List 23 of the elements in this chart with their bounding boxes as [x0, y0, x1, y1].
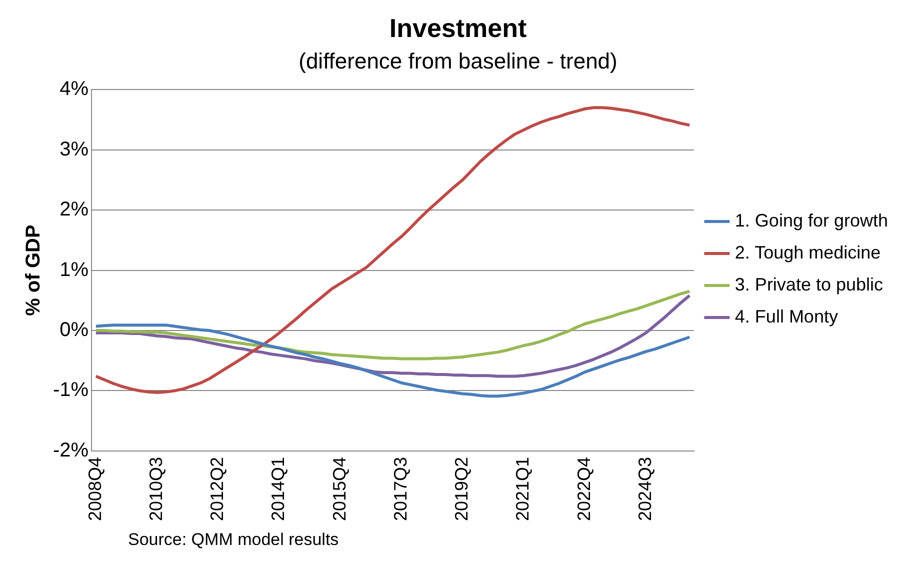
y-tick-label: 4% [60, 78, 89, 100]
source-note: Source: QMM model results [128, 530, 339, 550]
y-tick-label: 1% [60, 258, 89, 281]
x-tick-label: 2019Q2 [452, 456, 472, 522]
x-tick-label: 2014Q1 [268, 456, 288, 522]
y-tick-label: -1% [52, 379, 89, 402]
legend-label: 3. Private to public [734, 274, 883, 294]
x-tick-label: 2024Q3 [634, 456, 655, 522]
chart-title: Investment [389, 12, 527, 43]
y-tick-label: 0% [60, 319, 89, 342]
y-axis-title: % of GDP [22, 224, 45, 316]
x-tick-label: 2021Q1 [512, 456, 533, 522]
y-tick-label: 3% [60, 138, 89, 160]
x-tick-label: 2022Q4 [574, 456, 594, 522]
legend-label: 4. Full Monty [734, 306, 838, 326]
legend-label: 2. Tough medicine [734, 242, 881, 262]
y-tick-label: 2% [60, 198, 89, 221]
x-tick-label: 2012Q2 [207, 456, 228, 522]
legend-label: 1. Going for growth [734, 210, 888, 230]
x-tick-label: 2017Q3 [390, 456, 410, 522]
x-tick-label: 2010Q3 [146, 456, 166, 522]
chart-subtitle: (difference from baseline - trend) [298, 48, 618, 74]
x-tick-label: 2015Q4 [329, 456, 350, 522]
